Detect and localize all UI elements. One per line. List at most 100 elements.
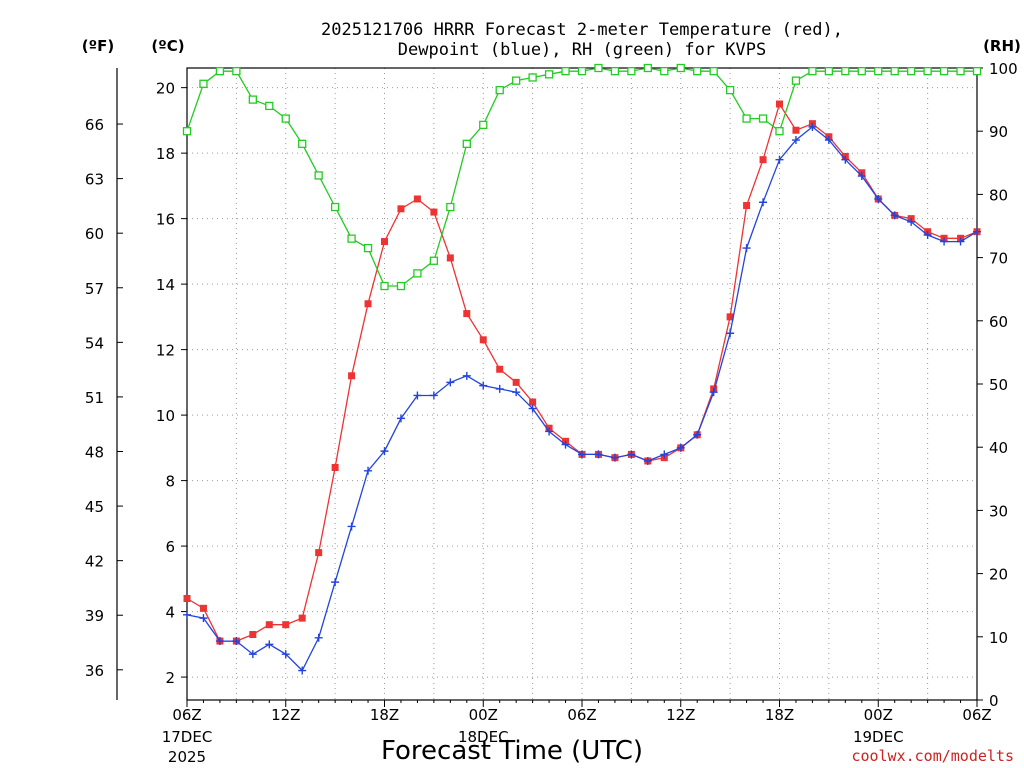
temperature-point: [249, 631, 257, 639]
rh-tick-label: 40: [989, 439, 1008, 457]
temperature-point: [331, 464, 339, 472]
fahrenheit-tick-label: 60: [85, 225, 104, 243]
dewpoint-point: [808, 122, 817, 131]
dewpoint-point: [331, 578, 340, 587]
temperature-point: [381, 238, 388, 246]
rh-point: [363, 243, 373, 253]
dewpoint-point: [660, 450, 669, 459]
rh-point: [890, 67, 899, 76]
rh-point: [709, 67, 718, 76]
x-date-label: 19DEC: [853, 728, 904, 746]
dewpoint-point: [643, 456, 652, 465]
data-series: [182, 63, 982, 675]
rh-tick-label: 10: [989, 629, 1008, 647]
dewpoint-point: [956, 237, 965, 246]
chart-title-line2: Dewpoint (blue), RH (green) for KVPS: [398, 40, 766, 60]
rh-point: [939, 67, 949, 76]
dewpoint-point: [248, 650, 257, 659]
dewpoint-point: [183, 610, 191, 619]
fahrenheit-tick-label: 36: [85, 662, 104, 680]
temperature-point: [183, 594, 191, 602]
x-tick-label: 18Z: [765, 706, 794, 724]
rh-point: [512, 76, 521, 85]
temperature-point: [348, 372, 356, 380]
temperature-point: [282, 621, 290, 629]
x-date-label: 17DEC: [162, 728, 213, 746]
dewpoint-point: [495, 384, 504, 393]
dewpoint-point: [857, 172, 866, 181]
temperature-point: [315, 549, 323, 557]
dewpoint-point: [413, 391, 422, 400]
temperature-point: [298, 614, 306, 622]
rh-point: [215, 67, 225, 76]
x-tick-label: 00Z: [864, 706, 893, 724]
x-tick-label: 18Z: [370, 706, 399, 724]
rh-point: [347, 234, 356, 243]
source-credit: coolwx.com/modelts: [851, 747, 1014, 765]
dewpoint-point: [874, 194, 883, 203]
dewpoint-point: [890, 211, 899, 220]
dewpoint-point: [364, 466, 373, 475]
rh-point: [495, 85, 504, 95]
dewpoint-point: [791, 136, 800, 145]
dewpoint-point: [347, 522, 356, 531]
celsius-tick-label: 6: [165, 538, 175, 556]
temperature-point: [463, 310, 471, 318]
rh-point: [413, 269, 422, 278]
dewpoint-point: [232, 637, 241, 646]
rh-point: [528, 73, 537, 82]
dewpoint-point: [907, 217, 916, 226]
fahrenheit-tick-label: 39: [85, 607, 104, 625]
temperature-point: [199, 604, 207, 612]
dewpoint-point: [726, 329, 735, 338]
fahrenheit-tick-label: 48: [85, 443, 104, 461]
rh-tick-label: 70: [989, 250, 1008, 268]
temperature-point: [792, 126, 800, 134]
rh-unit-label: (RH): [983, 37, 1021, 55]
rh-point: [182, 127, 192, 136]
dewpoint-point: [610, 453, 619, 462]
temperature-point: [529, 398, 537, 406]
rh-point: [298, 139, 307, 148]
dewpoint-point: [923, 231, 932, 240]
rh-point: [857, 67, 866, 76]
x-tick-label: 00Z: [469, 706, 498, 724]
rh-point: [874, 67, 883, 76]
temperature-point: [479, 336, 487, 344]
celsius-tick-label: 2: [165, 669, 175, 687]
celsius-tick-label: 20: [156, 80, 175, 98]
temperature-point: [265, 621, 273, 629]
dewpoint-point: [759, 198, 768, 207]
x-year-label: 2025: [168, 748, 206, 766]
fahrenheit-unit-label: (ºF): [82, 37, 114, 55]
fahrenheit-tick-label: 63: [85, 171, 104, 189]
rh-tick-label: 30: [989, 502, 1008, 520]
dewpoint-point: [298, 666, 307, 675]
rh-tick-label: 20: [989, 566, 1008, 584]
dewpoint-point: [841, 155, 850, 164]
rh-point: [725, 85, 735, 95]
rh-point: [429, 256, 439, 265]
grid-lines: [187, 68, 977, 700]
rh-point: [841, 67, 850, 76]
rh-point: [330, 202, 340, 212]
temperature-point: [496, 365, 504, 373]
x-tick-label: 06Z: [962, 706, 991, 724]
temperature-point: [776, 100, 783, 108]
dewpoint-point: [578, 450, 586, 459]
celsius-tick-label: 8: [165, 473, 175, 491]
dewpoint-point: [479, 381, 488, 390]
dewpoint-point: [512, 388, 521, 397]
dewpoint-point: [380, 447, 389, 456]
temperature-point: [743, 202, 751, 210]
rh-point: [594, 63, 603, 73]
x-tick-label: 12Z: [666, 706, 695, 724]
dewpoint-point: [824, 136, 833, 145]
rh-point: [380, 281, 389, 291]
rh-point: [693, 67, 702, 76]
rh-point: [281, 114, 290, 123]
rh-point: [561, 67, 570, 76]
dewpoint-point: [396, 414, 405, 423]
rh-point: [610, 67, 620, 76]
rh-point: [232, 67, 241, 76]
